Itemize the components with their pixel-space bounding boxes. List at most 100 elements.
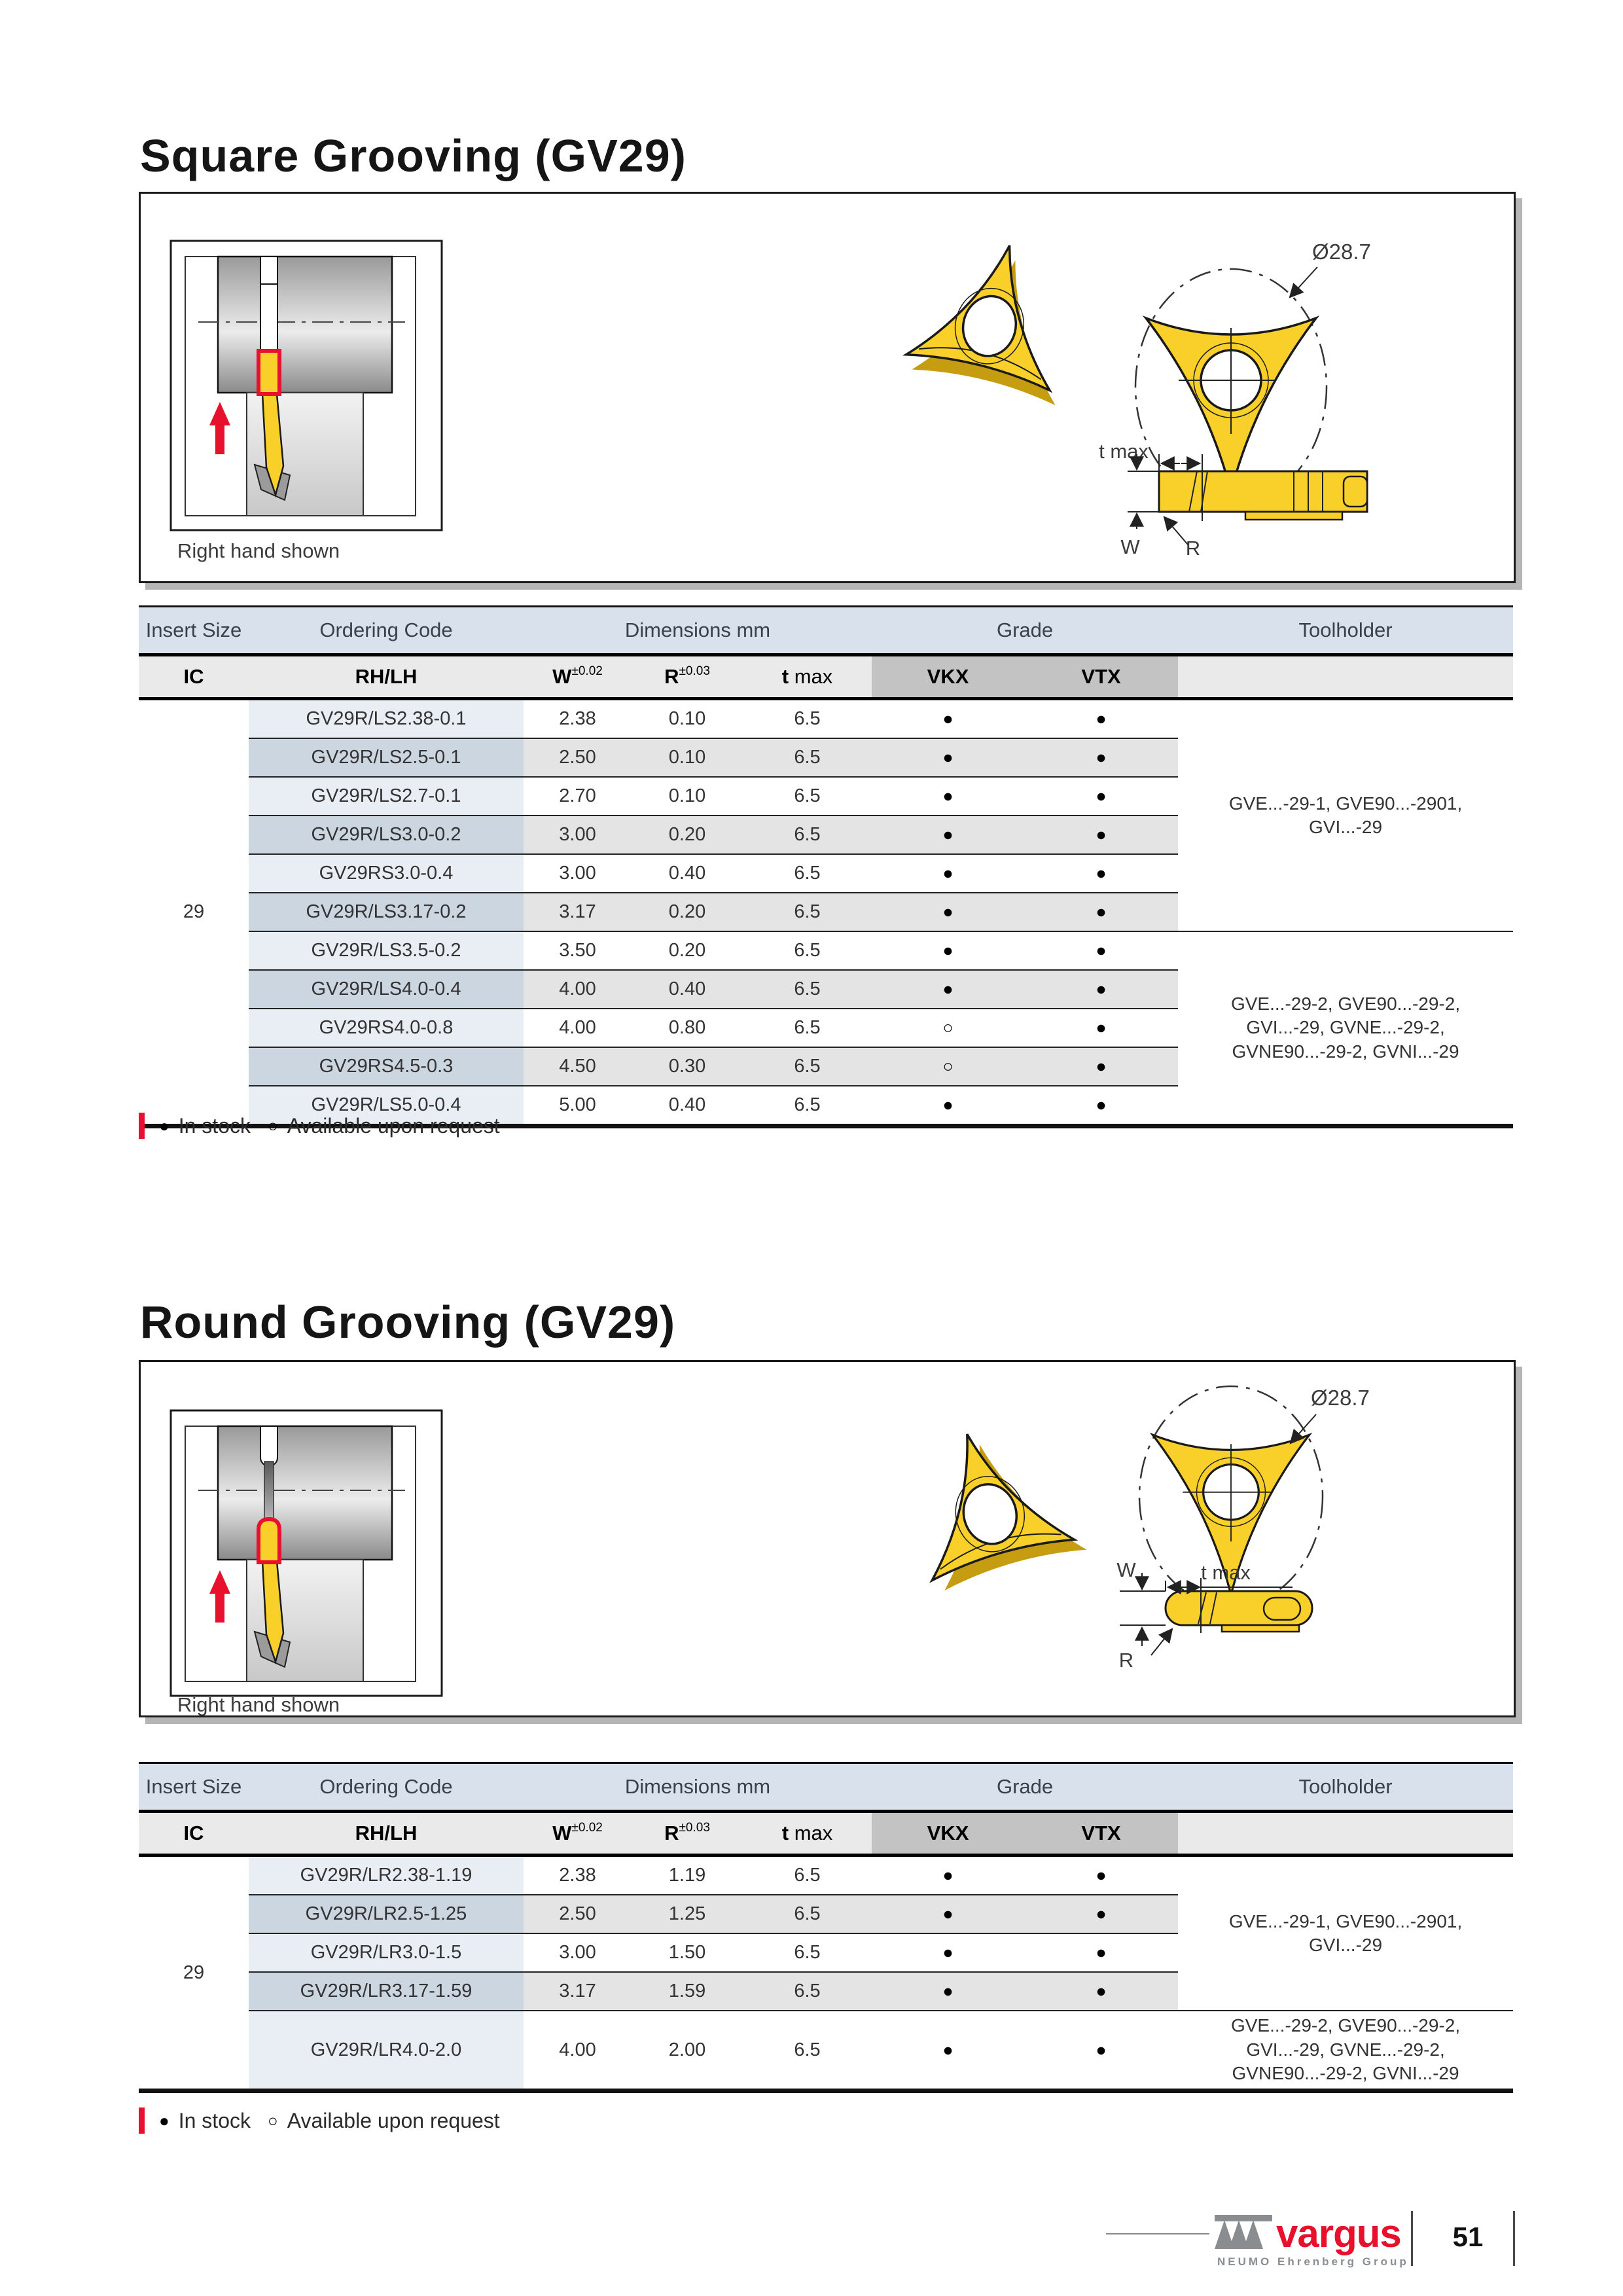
subcol-vtx: VTX	[1024, 1811, 1179, 1857]
insert-front-view: Ø28.7	[1134, 240, 1371, 506]
table-row: GV29R/LS3.17-0.2 3.17 0.20 6.5 ● ●	[139, 893, 1513, 932]
toolholder-group: GVE...-29-1, GVE90...-2901, GVI...-29	[1178, 1855, 1514, 2011]
footer-rule	[1106, 2233, 1209, 2234]
feed-direction-arrow	[209, 402, 230, 454]
stock-legend: ● In stock ○ Available upon request	[139, 1111, 500, 1140]
table-row: GV29R/LS4.0-0.4 4.00 0.40 6.5 ● ●	[139, 970, 1513, 1009]
subcol-w: W±0.02	[524, 655, 632, 700]
grade-vtx-dot: ●	[1024, 893, 1179, 932]
square-grooving-diagram: Right hand shown Ø28.	[169, 240, 1371, 562]
open-dot-icon: ○	[267, 1115, 278, 1136]
footer-divider-bar	[1411, 2211, 1413, 2266]
insert-side-profile: t max W R	[1099, 440, 1368, 560]
square-grooving-table-wrap: Insert Size Ordering Code Dimensions mm …	[139, 605, 1514, 1128]
grade-vkx-dot: ●	[872, 816, 1025, 855]
round-grooving-table-wrap: Insert Size Ordering Code Dimensions mm …	[139, 1762, 1514, 2093]
subcol-w: W±0.02	[524, 1811, 632, 1857]
subcol-vkx: VKX	[872, 1811, 1025, 1857]
col-dimensions: Dimensions mm	[524, 1763, 872, 1813]
insert-front-view: Ø28.7	[1138, 1385, 1370, 1607]
section-title-square-grooving: Square Grooving (GV29)	[140, 130, 687, 181]
r-label: R	[1186, 537, 1200, 560]
insert-tip-highlight	[257, 1516, 281, 1564]
table-row: GV29RS4.0-0.8 4.00 0.80 6.5 ○ ●	[139, 1009, 1513, 1048]
subcol-ic: IC	[139, 1811, 249, 1857]
grade-vkx-dot: ●	[872, 777, 1025, 816]
table-row: GV29R/LS5.0-0.4 5.00 0.40 6.5 ● ●	[139, 1086, 1513, 1126]
subcol-rhlh: RH/LH	[249, 1811, 524, 1857]
grade-vtx-dot: ●	[1024, 2011, 1179, 2091]
toolholder-group: GVE...-29-1, GVE90...-2901, GVI...-29	[1178, 698, 1514, 932]
grade-vtx-dot: ●	[1024, 1086, 1179, 1126]
grade-vkx-dot: ●	[872, 1895, 1025, 1934]
square-grooving-table: Insert Size Ordering Code Dimensions mm …	[139, 605, 1514, 1128]
col-insert-size: Insert Size	[139, 1763, 249, 1813]
grade-vkx-dot: ○	[872, 1047, 1025, 1086]
grade-vtx-dot: ●	[1024, 931, 1179, 971]
col-toolholder: Toolholder	[1178, 606, 1514, 656]
grade-vkx-dot: ●	[872, 893, 1025, 932]
insert-size-value: 29	[139, 1855, 249, 2091]
grade-vtx-dot: ●	[1024, 1895, 1179, 1934]
subcol-toolholder-blank	[1178, 655, 1514, 700]
table-row: GV29R/LR2.5-1.25 2.50 1.25 6.5 ● ●	[139, 1895, 1513, 1934]
grade-vtx-dot: ●	[1024, 1933, 1179, 1973]
grade-vtx-dot: ●	[1024, 970, 1179, 1009]
col-insert-size: Insert Size	[139, 606, 249, 656]
toolholder-group: GVE...-29-2, GVE90...-29-2, GVI...-29, G…	[1178, 2011, 1514, 2091]
vargus-logo-mark	[1215, 2215, 1272, 2249]
page-number: 51	[1452, 2221, 1484, 2252]
grade-vtx-dot: ●	[1024, 777, 1179, 816]
subcol-rhlh: RH/LH	[249, 655, 524, 700]
filled-dot-icon: ●	[159, 1115, 169, 1136]
subcol-tmax: t max	[743, 655, 872, 700]
grade-vkx-dot: ●	[872, 738, 1025, 778]
grade-vtx-dot: ●	[1024, 1972, 1179, 2011]
grade-vkx-dot: ●	[872, 1086, 1025, 1126]
legend-red-bar	[139, 1113, 145, 1139]
table-row: GV29R/LR3.0-1.5 3.00 1.50 6.5 ● ●	[139, 1933, 1513, 1973]
insert-3d-view	[902, 245, 1056, 406]
table-row: GV29R/LS3.0-0.2 3.00 0.20 6.5 ● ●	[139, 816, 1513, 855]
diameter-label: Ø28.7	[1311, 1386, 1370, 1410]
table-row: GV29R/LS2.7-0.1 2.70 0.10 6.5 ● ●	[139, 777, 1513, 816]
grade-vtx-dot: ●	[1024, 816, 1179, 855]
round-grooving-diagram: Right hand shown Ø28.	[169, 1385, 1370, 1715]
feed-direction-arrow	[209, 1570, 230, 1623]
footer-divider-bar	[1513, 2211, 1515, 2266]
r-label: R	[1119, 1649, 1133, 1672]
col-toolholder: Toolholder	[1178, 1763, 1514, 1813]
table-row: 29 GV29R/LR2.38-1.19 2.38 1.19 6.5 ● ● G…	[139, 1855, 1514, 2091]
subcol-tmax: t max	[743, 1811, 872, 1857]
grade-vkx-dot: ●	[872, 2011, 1025, 2091]
grade-vtx-dot: ●	[1024, 854, 1179, 893]
insert-size-value: 29	[139, 698, 249, 1126]
diameter-label: Ø28.7	[1312, 240, 1371, 264]
table-row: GV29R/LR3.17-1.59 3.17 1.59 6.5 ● ●	[139, 1972, 1513, 2011]
subcol-toolholder-blank	[1178, 1811, 1514, 1857]
grade-vkx-dot: ●	[872, 698, 1025, 739]
grade-vkx-dot: ●	[872, 854, 1025, 893]
legend-red-bar	[139, 2108, 145, 2134]
grade-vtx-dot: ●	[1024, 1855, 1179, 1895]
col-ordering-code: Ordering Code	[249, 606, 524, 656]
col-grade: Grade	[872, 1763, 1179, 1813]
round-grooving-table: Insert Size Ordering Code Dimensions mm …	[139, 1762, 1514, 2093]
round-grooving-diagram-box: Right hand shown Ø28.	[139, 1360, 1516, 1717]
grade-vtx-dot: ●	[1024, 1009, 1179, 1048]
subcol-r: R±0.03	[632, 1811, 743, 1857]
table-row: GV29R/LS2.5-0.1 2.50 0.10 6.5 ● ●	[139, 738, 1513, 778]
w-label: W	[1116, 1558, 1136, 1581]
insert-tip-highlight	[257, 349, 281, 396]
col-dimensions: Dimensions mm	[524, 606, 872, 656]
subcol-vtx: VTX	[1024, 655, 1179, 700]
section-title-round-grooving: Round Grooving (GV29)	[140, 1297, 676, 1348]
square-grooving-diagram-box: Right hand shown Ø28.	[139, 192, 1516, 583]
grade-vkx-dot: ○	[872, 1009, 1025, 1048]
table-row: GV29R/LR4.0-2.0 4.00 2.00 6.5 ● ● GVE...…	[139, 2011, 1514, 2091]
grade-vkx-dot: ●	[872, 1933, 1025, 1973]
tmax-label: t max	[1099, 440, 1149, 463]
workpiece-drawing: Right hand shown	[169, 240, 443, 562]
w-label: W	[1120, 535, 1140, 558]
